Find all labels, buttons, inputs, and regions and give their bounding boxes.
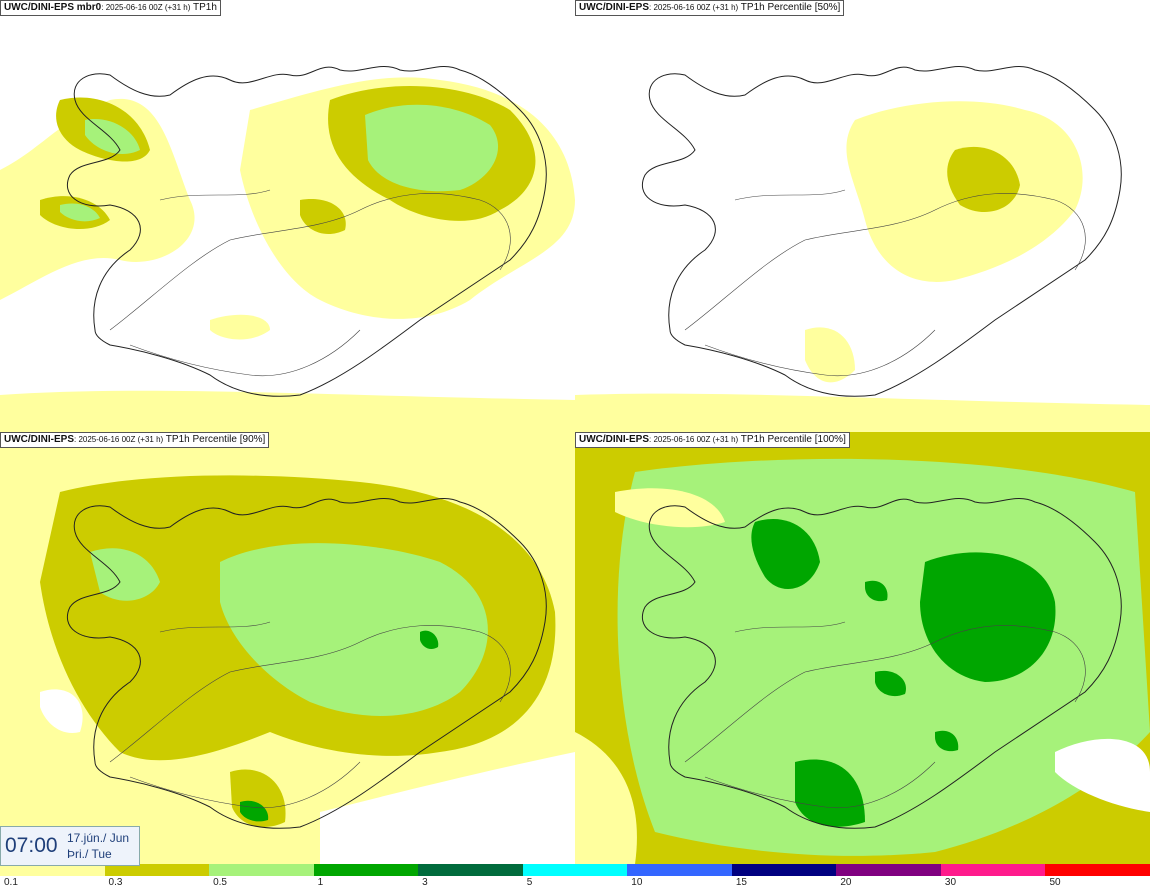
legend-tick-label: 50 <box>1049 877 1061 888</box>
roads <box>109 621 511 809</box>
legend-tick-label: 5 <box>526 877 533 888</box>
legend-tick-label: 0.3 <box>108 877 123 888</box>
precip-map <box>575 66 1150 432</box>
run-time: : 2025-06-16 00Z (+31 h) <box>101 3 191 12</box>
model-name: UWC/DINI-EPS mbr0 <box>4 2 102 13</box>
model-name: UWC/DINI-EPS <box>4 434 74 445</box>
legend-swatch <box>731 864 837 876</box>
coastline <box>642 66 1122 397</box>
legend-swatch <box>209 864 315 876</box>
legend-swatch <box>940 864 1046 876</box>
color-legend-bar <box>0 864 1150 876</box>
panel-title: UWC/DINI-EPS: 2025-06-16 00Z (+31 h) TP1… <box>575 0 845 16</box>
map-panel-p100: UWC/DINI-EPS: 2025-06-16 00Z (+31 h) TP1… <box>575 432 1150 864</box>
roads <box>684 621 1086 809</box>
valid-time: 07:00 <box>5 834 58 857</box>
legend-swatch <box>0 864 106 876</box>
run-time: : 2025-06-16 00Z (+31 h) <box>649 3 739 12</box>
run-time-value: 2025-06-16 00Z (+31 h) <box>78 435 164 444</box>
legend-tick-label: 20 <box>840 877 852 888</box>
model-name: UWC/DINI-EPS <box>579 434 649 445</box>
valid-weekday: Þri./ Tue <box>67 847 112 861</box>
legend-tick-label: 1 <box>317 877 324 888</box>
map-panel-p50: UWC/DINI-EPS: 2025-06-16 00Z (+31 h) TP1… <box>575 0 1150 432</box>
legend-swatch <box>522 864 628 876</box>
field-name: TP1h Percentile [100%] <box>740 434 846 445</box>
precip-field <box>0 432 575 864</box>
coastline <box>642 498 1122 829</box>
field-name: TP1h Percentile [90%] <box>165 434 266 445</box>
legend-tick-label: 0.1 <box>4 877 18 888</box>
run-time: : 2025-06-16 00Z (+31 h) <box>649 435 739 444</box>
legend-tick-label: 3 <box>422 877 428 888</box>
color-legend-ticks: 0.1 0.3 0.5 1 3 5 10 15 20 30 50 <box>0 877 1150 891</box>
map-panel-p90: UWC/DINI-EPS: 2025-06-16 00Z (+31 h) TP1… <box>0 432 575 864</box>
panel-title: UWC/DINI-EPS: 2025-06-16 00Z (+31 h) TP1… <box>0 432 270 448</box>
model-name: UWC/DINI-EPS <box>579 2 649 13</box>
valid-time-box: 07:00 17.jún./ Jun Þri./ Tue <box>0 826 140 866</box>
run-time-value: 2025-06-16 00Z (+31 h) <box>653 435 739 444</box>
legend-swatch <box>627 864 733 876</box>
precip-map <box>575 432 1150 864</box>
field-name: TP1h <box>193 2 217 13</box>
precip-map <box>0 66 575 432</box>
field-name: TP1h Percentile [50%] <box>740 2 841 13</box>
precip-field <box>575 432 1150 864</box>
legend-swatch <box>104 864 210 876</box>
legend-tick-label: 10 <box>631 877 643 888</box>
run-time: : 2025-06-16 00Z (+31 h) <box>74 435 164 444</box>
roads <box>109 189 511 377</box>
legend-swatch <box>418 864 524 876</box>
legend-tick-label: 15 <box>735 877 747 888</box>
roads <box>684 189 1086 377</box>
run-time-value: 2025-06-16 00Z (+31 h) <box>105 3 191 12</box>
legend-swatch <box>1045 864 1150 876</box>
panel-title: UWC/DINI-EPS mbr0: 2025-06-16 00Z (+31 h… <box>0 0 221 16</box>
precip-field <box>0 77 575 432</box>
legend-tick-label: 30 <box>944 877 957 888</box>
legend-swatch <box>836 864 942 876</box>
panel-title: UWC/DINI-EPS: 2025-06-16 00Z (+31 h) TP1… <box>575 432 850 448</box>
valid-date: 17.jún./ Jun <box>67 831 130 845</box>
legend-swatch <box>313 864 419 876</box>
legend-tick-label: 0.5 <box>213 877 227 888</box>
run-time-value: 2025-06-16 00Z (+31 h) <box>653 3 739 12</box>
precip-field <box>575 101 1150 432</box>
precip-map <box>0 432 575 864</box>
coastline <box>67 498 547 829</box>
coastline <box>67 66 547 397</box>
map-panel-member0: UWC/DINI-EPS mbr0: 2025-06-16 00Z (+31 h… <box>0 0 575 432</box>
